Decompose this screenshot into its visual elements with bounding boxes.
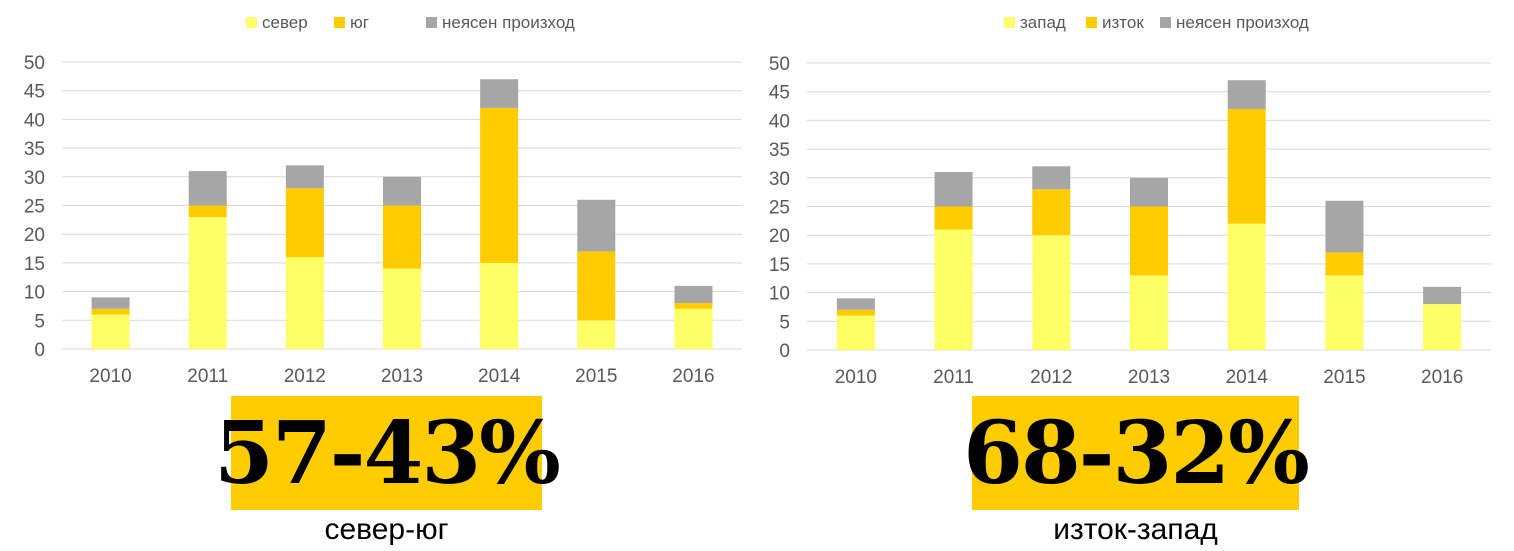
legend-swatch-2 [1160,17,1171,28]
y-tick-label: 0 [34,340,45,361]
y-tick-label: 30 [24,168,45,189]
bar-segment-2011-2 [934,172,973,207]
y-tick-label: 10 [769,284,790,305]
x-tick-label-2013: 2013 [381,366,423,387]
legend-label-2: неясен произход [442,13,575,32]
x-tick-label-2014: 2014 [1226,367,1269,388]
x-tick-label-2016: 2016 [672,366,714,387]
bar-segment-2012-2 [285,165,324,189]
legend-swatch-1 [334,17,345,28]
bar-segment-2011-1 [188,205,227,217]
y-tick-label: 5 [779,312,790,333]
bar-segment-2014-2 [1227,80,1266,109]
x-tick-label-2016: 2016 [1421,367,1463,388]
y-tick-label: 45 [769,83,790,104]
x-tick-label-2011: 2011 [933,367,974,388]
bar-segment-2011-2 [188,171,227,206]
y-tick-label: 10 [24,283,45,304]
y-tick-label: 50 [24,53,45,74]
bar-segment-2010-1 [836,309,875,316]
bar-segment-2013-1 [383,205,421,269]
bar-segment-2011-0 [188,216,227,349]
bar-segment-2016-1 [674,303,713,309]
legend-label-2: неясен произход [1176,13,1309,32]
chart-panel-north-south: 0 5 10 15 20 25 30 35 40 45 50 2010 2011 2012 2013 2014… [24,13,742,546]
x-tick-label-2010: 2010 [835,367,877,388]
bar-segment-2011-0 [934,229,973,350]
x-tick-label-2011: 2011 [187,366,228,387]
bar-segment-2013-1 [1130,206,1168,276]
x-tick-label-2013: 2013 [1128,367,1170,388]
bar-segment-2012-1 [285,188,324,258]
caption-east-west: изток-запад [1053,513,1218,546]
chart-north-south: 0 5 10 15 20 25 30 35 40 45 50 2010 2011 2012 2013 2014… [24,13,742,387]
y-tick-label: 15 [769,255,790,276]
bar-segment-2013-2 [1130,177,1168,207]
y-tick-label: 40 [769,111,790,132]
bar-segment-2015-0 [1325,275,1364,350]
y-tick-label: 15 [24,254,45,275]
legend-swatch-0 [246,17,257,28]
bar-segment-2010-0 [836,315,875,350]
x-tick-label-2014: 2014 [478,366,521,387]
bar-segment-2010-0 [91,314,130,349]
x-tick-label-2015: 2015 [575,366,617,387]
bar-segment-2014-1 [1227,108,1266,224]
legend-label-1: изток [1102,13,1144,32]
bar-segment-2011-1 [934,206,973,230]
y-tick-label: 25 [24,197,45,218]
y-tick-label: 35 [24,139,45,160]
y-tick-label: 30 [769,169,790,190]
bar-segment-2014-2 [480,79,519,108]
caption-north-south: север-юг [324,513,449,546]
y-tick-label: 40 [24,110,45,131]
y-tick-label: 35 [769,140,790,161]
x-tick-label-2015: 2015 [1323,367,1365,388]
bar-segment-2016-2 [674,285,713,304]
bar-segment-2012-0 [1032,235,1071,350]
bar-segment-2015-1 [1325,252,1364,276]
chart-east-west: 0 5 10 15 20 25 30 35 40 45 50 2010 2011 2012 2013 2014… [769,13,1491,388]
bar-segment-2013-2 [383,176,421,206]
legend-label-0: север [262,13,308,32]
legend-label-0: запад [1020,13,1066,32]
bar-segment-2015-2 [577,199,616,252]
legend-swatch-1 [1086,17,1097,28]
bar-segment-2014-1 [480,107,519,263]
bar-segment-2016-2 [1423,286,1462,305]
bar-segment-2015-0 [577,320,616,349]
bar-segment-2014-0 [1227,223,1266,350]
y-tick-label: 50 [769,54,790,75]
bar-segment-2012-1 [1032,189,1071,236]
bar-segment-2012-2 [1032,166,1071,190]
y-tick-label: 45 [24,82,45,103]
bar-segment-2016-0 [674,308,713,349]
legend-swatch-0 [1004,17,1015,28]
legend-swatch-2 [426,17,437,28]
y-tick-label: 20 [769,226,790,247]
x-tick-label-2012: 2012 [284,366,326,387]
bar-segment-2010-2 [836,298,875,310]
bar-segment-2014-0 [480,262,519,349]
bar-segment-2015-1 [577,251,616,321]
bar-segment-2013-0 [1130,275,1168,350]
bar-segment-2015-2 [1325,200,1364,253]
bar-segment-2010-2 [91,297,130,309]
headline-north-south: 57-43% [214,396,561,510]
y-tick-label: 5 [34,311,45,332]
bar-segment-2016-0 [1423,304,1462,350]
y-tick-label: 25 [769,198,790,219]
bar-segment-2010-1 [91,308,130,315]
x-tick-label-2012: 2012 [1030,367,1072,388]
legend-label-1: юг [350,13,369,32]
y-tick-label: 0 [779,341,790,362]
bar-segment-2013-0 [383,268,421,349]
x-tick-label-2010: 2010 [89,366,131,387]
headline-east-west: 68-32% [963,396,1310,510]
chart-panel-east-west: 0 5 10 15 20 25 30 35 40 45 50 2010 2011 2012 2013 2014… [745,0,1502,551]
y-tick-label: 20 [24,225,45,246]
bar-segment-2012-0 [285,257,324,349]
